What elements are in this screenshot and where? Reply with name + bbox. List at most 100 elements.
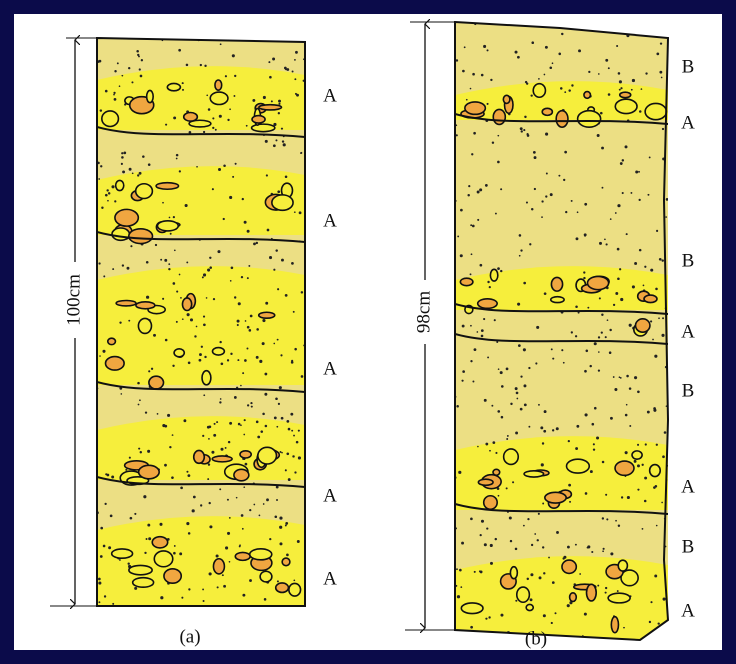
grain	[545, 46, 548, 49]
grain	[583, 271, 585, 273]
grain	[299, 211, 302, 214]
grain	[472, 73, 475, 76]
grain	[268, 61, 270, 63]
grain	[180, 297, 182, 299]
grain	[180, 487, 183, 490]
grain	[248, 265, 250, 267]
grain	[167, 414, 170, 417]
grain	[136, 50, 139, 53]
grain	[277, 190, 280, 193]
grain	[539, 576, 542, 579]
grain	[479, 188, 482, 191]
grain	[649, 621, 651, 623]
grain	[480, 264, 483, 267]
grain	[487, 356, 489, 358]
grain	[240, 385, 242, 387]
grain	[650, 320, 652, 322]
grain	[528, 426, 530, 428]
grain	[146, 538, 148, 540]
grain	[186, 471, 188, 473]
grain	[242, 528, 244, 530]
grain	[117, 62, 119, 64]
grain	[98, 582, 101, 585]
grain	[542, 546, 544, 548]
grain	[291, 361, 294, 364]
grain	[509, 516, 512, 519]
grain	[613, 376, 615, 378]
grain	[656, 444, 658, 446]
grain	[229, 561, 231, 563]
grain	[560, 87, 563, 90]
pebble	[129, 229, 153, 244]
grain	[223, 585, 226, 588]
grain	[626, 404, 628, 406]
grain	[521, 130, 523, 132]
grain	[497, 161, 500, 164]
grain	[288, 478, 291, 481]
grain	[269, 256, 272, 259]
pebble	[632, 451, 642, 459]
grain	[273, 144, 276, 147]
grain	[500, 270, 502, 272]
grain	[501, 416, 504, 419]
layer-label: B	[682, 536, 695, 557]
grain	[173, 552, 176, 555]
grain	[623, 627, 625, 629]
grain	[121, 75, 123, 77]
grain	[298, 456, 301, 459]
grain	[223, 164, 226, 167]
layer-label: A	[681, 321, 695, 342]
grain	[203, 131, 205, 133]
grain	[207, 478, 209, 480]
grain	[644, 266, 646, 268]
grain	[147, 450, 150, 453]
grain	[490, 562, 493, 565]
grain	[631, 89, 633, 91]
grain	[100, 109, 102, 111]
pebble	[289, 583, 301, 596]
grain	[249, 329, 252, 332]
pebble	[149, 376, 164, 389]
grain	[659, 258, 662, 261]
grain	[456, 59, 458, 61]
sand-band	[97, 416, 305, 480]
grain	[629, 324, 632, 327]
pebble	[258, 447, 277, 464]
pebble	[504, 449, 519, 465]
caption: (a)	[179, 626, 200, 647]
grain	[552, 581, 555, 584]
grain	[517, 56, 520, 59]
grain	[650, 601, 652, 603]
grain	[99, 355, 101, 357]
grain	[639, 199, 641, 201]
grain	[113, 94, 115, 96]
grain	[601, 331, 603, 333]
grain	[176, 158, 178, 160]
pebble	[461, 603, 483, 614]
grain	[139, 399, 141, 401]
grain	[575, 305, 578, 308]
grain	[662, 317, 664, 319]
grain	[207, 268, 210, 271]
grain	[587, 307, 589, 309]
grain	[173, 282, 176, 285]
grain	[510, 540, 512, 542]
grain	[568, 89, 570, 91]
grain	[241, 514, 244, 517]
grain	[656, 525, 658, 527]
grain	[234, 95, 236, 97]
grain	[643, 284, 645, 286]
grain	[622, 192, 624, 194]
grain	[300, 152, 302, 154]
grain	[157, 413, 159, 415]
pebble	[164, 569, 181, 583]
grain	[645, 72, 647, 74]
grain	[491, 405, 493, 407]
grain	[140, 75, 143, 78]
grain	[576, 237, 579, 240]
pebble	[620, 92, 631, 97]
grain	[542, 503, 544, 505]
grain	[479, 570, 481, 572]
grain	[543, 430, 546, 433]
pebble	[493, 469, 500, 475]
